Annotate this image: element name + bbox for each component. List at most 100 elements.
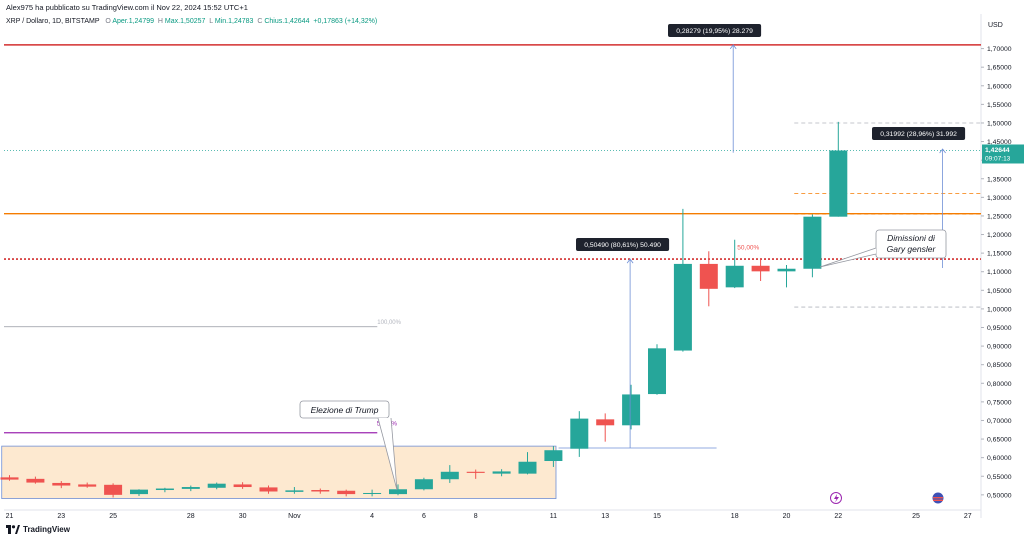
x-tick-label: 11 xyxy=(550,513,557,520)
callout-text-gensler-2: Gary gensler xyxy=(887,244,937,254)
callout-text-gensler-1: Dimissioni di xyxy=(887,233,936,243)
change-value: +0,17863 (+14,32%) xyxy=(313,18,378,25)
y-tick-label: 1,55000 xyxy=(987,102,1012,109)
measure-label-box xyxy=(872,127,966,140)
candle[interactable] xyxy=(181,485,200,492)
candle-body xyxy=(725,265,744,288)
measure-label-box xyxy=(668,24,762,37)
y-tick-label: 0,80000 xyxy=(987,381,1012,388)
y-tick-label: 1,00000 xyxy=(987,306,1012,313)
y-tick-label: 0,75000 xyxy=(987,399,1012,406)
candle[interactable] xyxy=(26,476,45,484)
candle[interactable] xyxy=(311,488,330,494)
candle-body xyxy=(52,482,71,486)
candle-body xyxy=(311,490,330,492)
candle[interactable] xyxy=(492,469,511,477)
candle-body xyxy=(544,450,563,462)
candle-body xyxy=(466,471,485,473)
callout-pointer-trump xyxy=(377,417,398,491)
y-tick-label: 1,35000 xyxy=(987,176,1012,183)
candle-body xyxy=(622,394,641,426)
callout-text-trump: Elezione di Trump xyxy=(311,405,379,415)
flag-stripe xyxy=(933,497,943,499)
candle[interactable] xyxy=(803,214,822,278)
candle[interactable] xyxy=(130,489,148,496)
low-value: Min.1,24783 xyxy=(214,18,254,25)
measure-label: 0,28279 (19,95%) 28.279 xyxy=(676,28,753,35)
candle-body xyxy=(130,489,148,495)
candle-body xyxy=(363,492,382,494)
high-label: H xyxy=(157,18,163,25)
y-tick-label: 1,20000 xyxy=(987,232,1012,239)
open-label: O xyxy=(105,18,111,25)
candle[interactable] xyxy=(777,265,796,288)
callout-box-trump xyxy=(299,400,390,419)
y-tick-label: 1,10000 xyxy=(987,269,1012,276)
candle[interactable] xyxy=(285,487,304,494)
y-tick-label: 0,55000 xyxy=(987,474,1012,481)
candle[interactable] xyxy=(440,465,459,483)
x-tick-label: 25 xyxy=(109,513,117,520)
close-label: C xyxy=(257,18,263,25)
candle-body xyxy=(440,471,459,480)
candle[interactable] xyxy=(0,475,19,481)
measure-label-box xyxy=(576,238,670,251)
candle[interactable] xyxy=(233,482,252,489)
candle[interactable] xyxy=(363,489,382,497)
candle[interactable] xyxy=(466,469,485,479)
measure-label: 0,50490 (80,61%) 50.490 xyxy=(584,242,661,249)
candle[interactable] xyxy=(104,483,123,498)
y-tick-label: 1,05000 xyxy=(987,288,1012,295)
candle[interactable] xyxy=(725,239,744,289)
open-value: Aper.1,24799 xyxy=(112,18,155,25)
callout-box-gensler xyxy=(875,229,947,259)
candle[interactable] xyxy=(751,259,770,282)
last-price-tag xyxy=(982,144,1024,164)
candle[interactable] xyxy=(414,477,433,491)
candle-body xyxy=(596,419,615,426)
x-tick-label: 28 xyxy=(187,513,195,520)
candle[interactable] xyxy=(622,384,641,430)
y-tick-label: 1,60000 xyxy=(987,83,1012,90)
symbol-legend: XRP / Dollaro, 1D, BITSTAMP O Aper.1,247… xyxy=(6,18,377,25)
measure-label: 0,31992 (28,96%) 31.992 xyxy=(880,131,957,138)
y-tick-label: 1,30000 xyxy=(987,195,1012,202)
candle[interactable] xyxy=(570,411,589,457)
candle[interactable] xyxy=(78,482,97,488)
candle[interactable] xyxy=(673,208,692,352)
candle[interactable] xyxy=(389,484,407,496)
candle[interactable] xyxy=(648,344,666,395)
candle[interactable] xyxy=(155,487,174,493)
candle[interactable] xyxy=(829,121,848,217)
y-tick-label: 0,90000 xyxy=(987,344,1012,351)
tradingview-logo[interactable]: TradingView xyxy=(6,525,70,534)
candle[interactable] xyxy=(518,452,537,475)
candle-body xyxy=(570,418,589,449)
candle[interactable] xyxy=(207,482,226,490)
candle[interactable] xyxy=(544,446,563,467)
candle[interactable] xyxy=(52,481,71,489)
candle-body xyxy=(337,490,356,495)
measure-arrowhead xyxy=(729,44,737,50)
measure-arrowhead xyxy=(626,258,634,264)
candle[interactable] xyxy=(259,485,278,494)
candle[interactable] xyxy=(699,251,718,307)
y-tick-label: 1,70000 xyxy=(987,46,1012,53)
candle-body xyxy=(155,488,174,491)
callout-pointer-gensler xyxy=(819,247,877,268)
fib-100-label: 100,00% xyxy=(377,320,401,326)
y-tick-label: 0,95000 xyxy=(987,325,1012,332)
x-tick-label: 21 xyxy=(6,513,14,520)
publisher-line: Alex975 ha pubblicato su TradingView.com… xyxy=(6,3,248,12)
candle[interactable] xyxy=(337,489,356,497)
candle-body xyxy=(78,484,97,487)
candle-body xyxy=(699,263,718,289)
symbol-name[interactable]: XRP / Dollaro, 1D, BITSTAMP xyxy=(6,18,100,25)
last-price-countdown: 09:07:13 xyxy=(985,155,1011,162)
high-value: Max.1,50257 xyxy=(164,18,206,25)
low-label: L xyxy=(209,18,213,25)
candle[interactable] xyxy=(596,413,615,442)
flag-stripe xyxy=(933,499,943,501)
y-tick-label: 1,25000 xyxy=(987,213,1012,220)
